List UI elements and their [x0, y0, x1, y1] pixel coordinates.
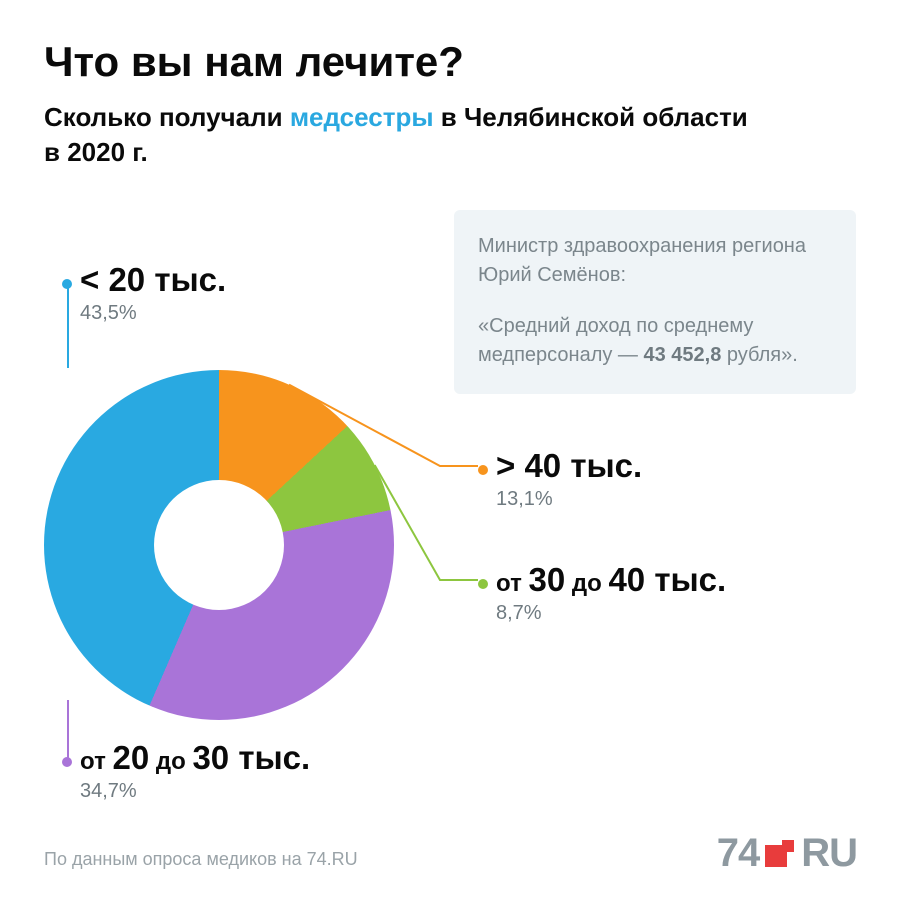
label-gt40: > 40 тыс. 13,1% [478, 448, 642, 511]
label-30to40-suffix: тыс. [645, 561, 726, 598]
site-logo: 74 RU [717, 831, 857, 876]
label-gt40-pct: 13,1% [496, 488, 642, 511]
quote-box: Министр здравоохранения региона Юрий Сем… [454, 210, 856, 394]
label-30to40-n2: 40 [608, 561, 645, 598]
page-title: Что вы нам лечите? [44, 38, 857, 86]
label-20to30: от 20 до 30 тыс. 34,7% [62, 740, 310, 803]
label-20to30-mid: до [149, 748, 192, 775]
logo-text-2: RU [801, 831, 857, 876]
bullet-20to30 [62, 757, 72, 767]
logo-square-small-icon [782, 840, 794, 852]
label-lt20: < 20 тыс. 43,5% [62, 262, 226, 325]
quote-text: «Средний доход по среднему медперсоналу … [478, 312, 832, 370]
label-30to40: от 30 до 40 тыс. 8,7% [478, 562, 726, 625]
subtitle-pre: Сколько получали [44, 102, 290, 132]
label-20to30-n2: 30 [192, 739, 229, 776]
label-30to40-mid: до [565, 570, 608, 597]
bullet-gt40 [478, 465, 488, 475]
donut-chart [44, 370, 394, 720]
label-20to30-pct: 34,7% [80, 780, 310, 803]
label-30to40-pct: 8,7% [496, 602, 726, 625]
label-30to40-prefix: от [496, 570, 528, 597]
donut-hole [154, 480, 284, 610]
subtitle: Сколько получали медсестры в Челябинской… [44, 100, 764, 170]
quote-figure: 43 452,8 [643, 344, 721, 366]
label-20to30-n1: 20 [112, 739, 149, 776]
logo-text-1: 74 [717, 831, 760, 876]
label-20to30-suffix: тыс. [229, 739, 310, 776]
footer-text: По данным опроса медиков на 74.RU [44, 849, 358, 870]
subtitle-highlight: медсестры [290, 102, 434, 132]
label-gt40-big: > 40 тыс. [496, 447, 642, 484]
label-lt20-big: < 20 тыс. [80, 261, 226, 298]
bullet-30to40 [478, 579, 488, 589]
label-lt20-pct: 43,5% [80, 302, 226, 325]
label-20to30-prefix: от [80, 748, 112, 775]
quote-attribution: Министр здравоохранения региона Юрий Сем… [478, 232, 832, 290]
label-30to40-n1: 30 [528, 561, 565, 598]
bullet-lt20 [62, 279, 72, 289]
quote-text-post: рубля». [721, 344, 797, 366]
